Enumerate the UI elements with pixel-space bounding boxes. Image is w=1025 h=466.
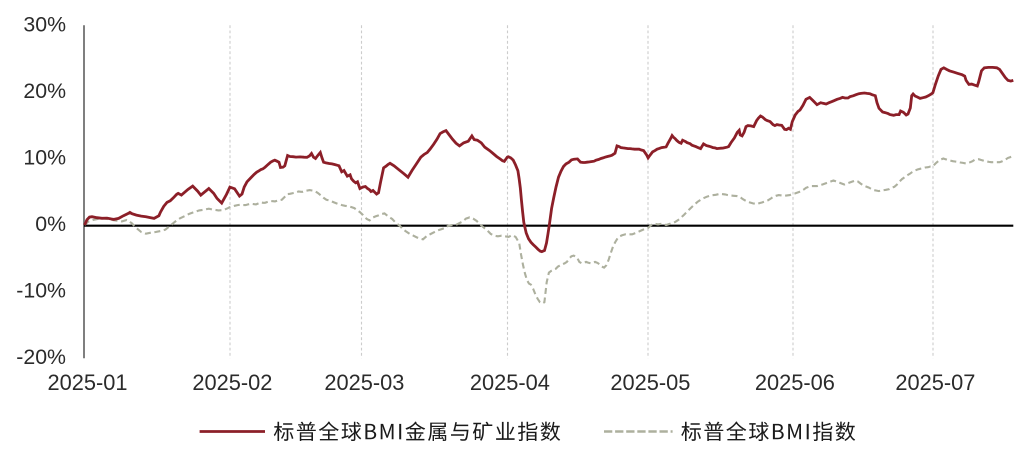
svg-text:30%: 30% xyxy=(23,13,66,37)
svg-text:2025-05: 2025-05 xyxy=(610,370,690,395)
svg-text:20%: 20% xyxy=(23,79,66,103)
svg-text:2025-02: 2025-02 xyxy=(192,370,272,395)
svg-text:2025-07: 2025-07 xyxy=(895,370,975,395)
svg-text:-20%: -20% xyxy=(16,345,66,369)
svg-text:10%: 10% xyxy=(23,146,66,170)
svg-text:2025-01: 2025-01 xyxy=(48,370,128,395)
svg-text:-10%: -10% xyxy=(16,279,66,303)
svg-text:2025-03: 2025-03 xyxy=(324,370,404,395)
svg-text:0%: 0% xyxy=(35,212,66,236)
svg-text:2025-06: 2025-06 xyxy=(755,370,835,395)
svg-text:2025-04: 2025-04 xyxy=(470,370,550,395)
